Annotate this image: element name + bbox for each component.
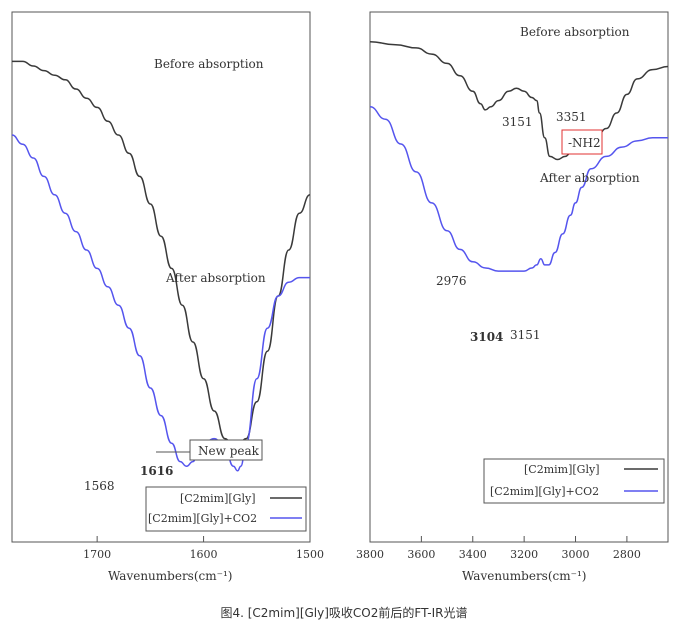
figure-caption: 图4. [C2mim][Gly]吸收CO2前后的FT-IR光谱 <box>220 606 468 620</box>
right-legend: [C2mim][Gly] [C2mim][Gly]+CO2 <box>483 458 665 504</box>
left-chart-panel: 1500 1600 1700 Before absorption After abs… <box>11 11 324 583</box>
left-after-absorption-line <box>11 134 310 472</box>
right-x-ticks: 2800 3000 3200 3400 3600 3800 <box>356 536 641 561</box>
left-x-ticks: 1500 1600 1700 <box>83 536 324 561</box>
peak-1568-label: 1568 <box>84 479 115 493</box>
left-x-tick-label: 1700 <box>83 548 111 561</box>
right-plot-frame <box>369 11 669 543</box>
new-peak-box <box>189 439 263 461</box>
right-before-absorption-label: Before absorption <box>520 25 630 39</box>
right-chart-panel: 2800 3000 3200 3400 3600 3800 Before absorpti… <box>356 11 669 583</box>
peak-2976-label: 2976 <box>436 274 467 288</box>
nh2-label: -NH2 <box>568 136 601 150</box>
right-before-absorption-line <box>369 40 669 161</box>
peak-3351-label: 3351 <box>556 110 587 124</box>
left-legend: [C2mim][Gly] [C2mim][Gly]+CO2 <box>145 486 307 532</box>
left-before-absorption-label: Before absorption <box>154 57 264 71</box>
left-legend-after-label: [C2mim][Gly]+CO2 <box>148 512 257 525</box>
peak-3151-before-label: 3151 <box>502 115 533 129</box>
left-x-tick-label: 1500 <box>296 548 324 561</box>
right-x-axis-title: Wavenumbers(cm⁻¹) <box>462 569 586 583</box>
right-legend-after-label: [C2mim][Gly]+CO2 <box>490 485 599 498</box>
left-legend-before-label: [C2mim][Gly] <box>180 492 255 505</box>
right-x-tick-label: 3400 <box>459 548 487 561</box>
left-legend-box <box>145 486 307 532</box>
right-after-absorption-label: After absorption <box>539 171 640 185</box>
new-peak-label: New peak <box>198 444 260 458</box>
right-legend-before-label: [C2mim][Gly] <box>524 463 599 476</box>
left-after-absorption-label: After absorption <box>165 271 266 285</box>
peak-3151-after-label: 3151 <box>510 328 541 342</box>
right-after-absorption-line <box>369 106 668 272</box>
peak-3104-label: 3104 <box>470 330 503 344</box>
peak-1616-label: 1616 <box>140 464 173 478</box>
left-x-tick-label: 1600 <box>190 548 218 561</box>
right-legend-box <box>483 458 665 504</box>
right-x-tick-label: 2800 <box>613 548 641 561</box>
left-x-axis-title: Wavenumbers(cm⁻¹) <box>108 569 232 583</box>
right-x-tick-label: 3000 <box>562 548 590 561</box>
right-x-tick-label: 3800 <box>356 548 384 561</box>
left-before-absorption-line <box>12 60 311 454</box>
nh2-box <box>561 129 603 155</box>
right-x-tick-label: 3200 <box>510 548 538 561</box>
right-x-tick-label: 3600 <box>407 548 435 561</box>
